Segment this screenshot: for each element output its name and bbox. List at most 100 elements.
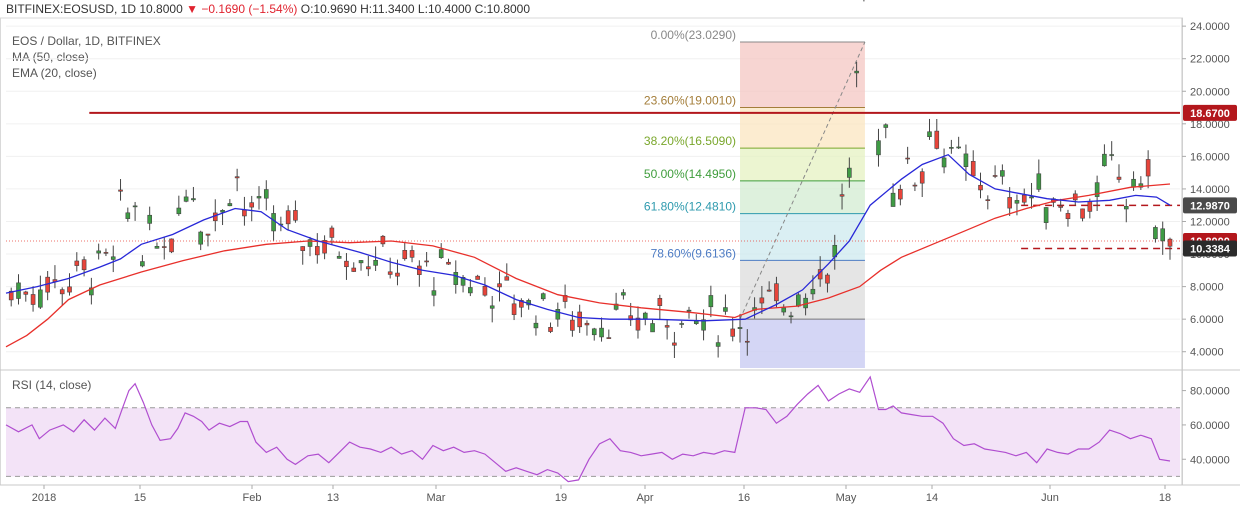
candle-body bbox=[664, 325, 670, 328]
fib-zone bbox=[740, 180, 865, 214]
candle-body bbox=[96, 250, 101, 254]
candle-body bbox=[1007, 197, 1012, 209]
candle-body bbox=[1153, 227, 1158, 240]
candle-body bbox=[482, 285, 488, 296]
candle-body bbox=[1145, 159, 1151, 177]
candle-body bbox=[701, 319, 706, 331]
candle-body bbox=[59, 289, 65, 295]
candle-body bbox=[1123, 206, 1129, 210]
price-tick-label: 12.0000 bbox=[1190, 216, 1230, 228]
candle-body bbox=[737, 327, 743, 329]
ema-legend: EMA (20, close) bbox=[12, 66, 97, 80]
candle-body bbox=[176, 207, 182, 215]
candle-body bbox=[125, 212, 131, 219]
candle-body bbox=[744, 340, 750, 343]
fib-zone bbox=[740, 107, 865, 149]
candle-body bbox=[497, 283, 502, 288]
candle-body bbox=[205, 233, 211, 236]
candle-body bbox=[402, 250, 408, 260]
rsi-band bbox=[6, 407, 1180, 477]
candle-body bbox=[519, 300, 524, 308]
candle-body bbox=[898, 188, 903, 200]
candle-body bbox=[628, 315, 633, 321]
candle-body bbox=[300, 246, 306, 251]
candle-body bbox=[460, 276, 466, 286]
candle-body bbox=[103, 252, 109, 254]
rsi-legend: RSI (14, close) bbox=[12, 378, 92, 392]
rsi-tick-label: 80.0000 bbox=[1190, 386, 1230, 398]
candle-body bbox=[446, 261, 451, 265]
fib-level-label: 50.00%(14.4950) bbox=[644, 167, 736, 181]
candle-body bbox=[1102, 153, 1107, 167]
candle-body bbox=[511, 303, 517, 315]
candle-body bbox=[905, 157, 910, 160]
candle-body bbox=[584, 322, 590, 326]
candle-body bbox=[570, 319, 575, 331]
candle-body bbox=[1167, 238, 1173, 247]
candle-body bbox=[453, 272, 459, 285]
price-tick-label: 4.0000 bbox=[1190, 347, 1224, 359]
price-tick-label: 22.0000 bbox=[1190, 54, 1230, 66]
candle-body bbox=[970, 161, 976, 177]
candle-body bbox=[796, 294, 801, 307]
candle-body bbox=[74, 260, 80, 266]
candle-body bbox=[366, 266, 371, 270]
time-tick-label: 2018 bbox=[32, 492, 56, 504]
ema-20-line bbox=[5, 153, 1171, 322]
candle-body bbox=[1116, 176, 1122, 180]
candle-body bbox=[591, 328, 597, 336]
candle-body bbox=[1131, 178, 1136, 188]
candle-body bbox=[693, 320, 699, 324]
candle-body bbox=[234, 176, 240, 179]
candle-body bbox=[548, 327, 553, 332]
candle-body bbox=[132, 205, 138, 208]
time-tick-label: 18 bbox=[1159, 492, 1171, 504]
time-tick-label: Mar bbox=[427, 492, 446, 504]
candle-body bbox=[23, 291, 29, 295]
candle-body bbox=[774, 283, 779, 302]
candle-body bbox=[1000, 170, 1005, 177]
candle-body bbox=[1014, 200, 1020, 204]
candle-body bbox=[263, 189, 269, 199]
candle-body bbox=[242, 209, 247, 217]
candle-body bbox=[438, 249, 444, 258]
support-dashed-badge-label: 10.3384 bbox=[1190, 244, 1231, 256]
time-tick-label: Feb bbox=[243, 492, 262, 504]
symbol-label: BITFINEX:EOSUSD, 1D bbox=[6, 2, 137, 16]
resistance-dashed-badge bbox=[1183, 197, 1237, 214]
price-tick-label: 14.0000 bbox=[1190, 184, 1230, 196]
candle-body bbox=[147, 214, 152, 224]
candle-body bbox=[949, 147, 954, 149]
candle-body bbox=[788, 315, 794, 318]
time-tick-label: Jun bbox=[1041, 492, 1059, 504]
candle-body bbox=[191, 198, 196, 201]
candle-body bbox=[1036, 173, 1042, 190]
candle-body bbox=[657, 298, 663, 306]
candle-body bbox=[89, 287, 94, 296]
candle-body bbox=[1080, 208, 1085, 219]
candle-body bbox=[431, 290, 437, 296]
candle-body bbox=[715, 342, 721, 347]
candle-body bbox=[956, 146, 961, 149]
candle-body bbox=[679, 323, 685, 325]
candle-body bbox=[723, 307, 728, 312]
candle-body bbox=[322, 240, 327, 254]
rsi-line bbox=[5, 375, 1171, 483]
candle-body bbox=[978, 184, 983, 191]
fib-level-label: 23.60%(19.0010) bbox=[644, 94, 736, 108]
candle-body bbox=[613, 303, 619, 310]
candle-body bbox=[919, 171, 925, 184]
resistance-badge bbox=[1183, 104, 1237, 121]
candle-body bbox=[759, 297, 765, 304]
candle-body bbox=[161, 246, 167, 248]
last-price: 10.8000 bbox=[139, 2, 183, 16]
chart-title: EOS / Dollar, 1D, BITFINEX bbox=[12, 34, 161, 48]
time-tick-label: 19 bbox=[555, 492, 567, 504]
candle-body bbox=[373, 259, 378, 266]
candle-body bbox=[336, 255, 342, 259]
candle-body bbox=[183, 196, 189, 202]
candle-body bbox=[468, 287, 473, 294]
candle-body bbox=[985, 199, 991, 201]
